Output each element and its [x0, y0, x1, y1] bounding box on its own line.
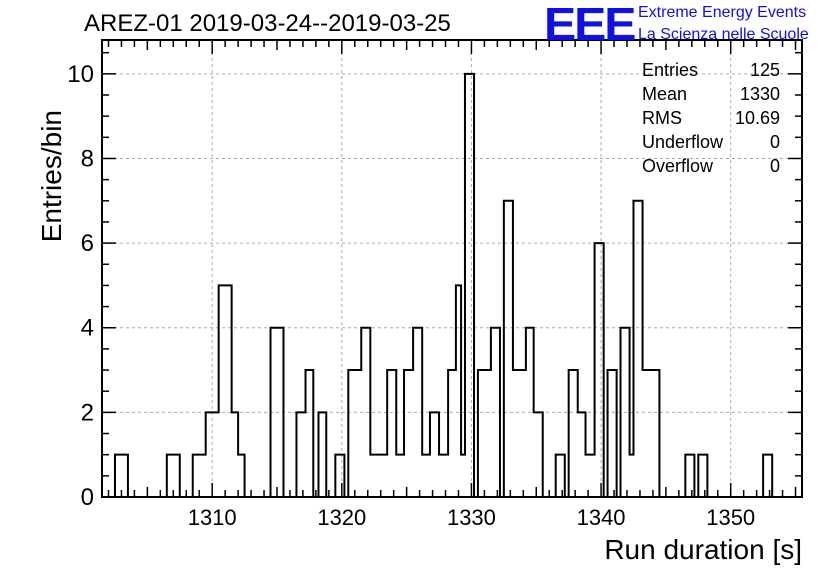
histogram-bin	[387, 370, 396, 497]
stat-value: 1330	[739, 84, 780, 104]
stat-value: 0	[769, 156, 780, 176]
histogram-bin	[271, 328, 284, 497]
histogram-bin	[763, 455, 772, 497]
plot-frame	[101, 39, 803, 498]
histogram-bin	[513, 370, 526, 497]
histogram-bin	[238, 455, 244, 497]
y-tick-label: 2	[81, 399, 94, 426]
stat-label: Underflow	[642, 132, 724, 152]
histogram-bin	[465, 74, 474, 497]
histogram-bin	[318, 412, 326, 497]
histogram-bin	[448, 370, 456, 497]
histogram-bin	[478, 370, 491, 497]
histogram-bin	[219, 285, 232, 497]
x-tick-label: 1310	[188, 505, 237, 530]
logo-line-2: La Scienza nelle Scuole	[638, 26, 809, 43]
histogram-bin	[456, 285, 461, 497]
histogram-bin	[534, 412, 543, 497]
histogram-bin	[595, 243, 604, 497]
stat-value: 0	[769, 132, 780, 152]
histogram-bin	[556, 455, 565, 497]
x-tick-label: 1340	[577, 505, 626, 530]
histogram-bin	[491, 328, 500, 497]
histogram-bin	[569, 370, 578, 497]
stats-box: Entries 125 Mean 1330 RMS 10.69 Underflo…	[642, 58, 780, 178]
stat-value: 10.69	[734, 108, 780, 128]
histogram-bin	[348, 370, 361, 497]
y-tick-label: 10	[67, 61, 94, 88]
histogram-bin	[461, 455, 465, 497]
histogram-bin	[685, 455, 694, 497]
histogram-bin	[608, 370, 617, 497]
stat-label: Overflow	[642, 156, 714, 176]
y-tick-label: 0	[81, 484, 94, 511]
logo-mark: EEE	[544, 0, 636, 50]
y-axis-label: Entries/bin	[36, 110, 68, 242]
stat-underflow: Underflow 0	[642, 130, 780, 154]
y-tick-label: 8	[81, 145, 94, 172]
histogram-bin	[633, 201, 642, 497]
histogram-bin	[413, 328, 422, 497]
histogram-bin	[422, 455, 430, 497]
histogram-bin	[430, 412, 439, 497]
stat-entries: Entries 125	[642, 58, 780, 82]
histogram-bin	[370, 455, 387, 497]
x-axis-label: Run duration [s]	[604, 534, 802, 565]
chart-title: AREZ-01 2019-03-24--2019-03-25	[84, 10, 451, 37]
histogram-bin	[578, 412, 586, 497]
histogram-bin	[698, 455, 707, 497]
stat-mean: Mean 1330	[642, 82, 780, 106]
stat-label: RMS	[642, 108, 682, 128]
histogram-bin	[586, 455, 595, 497]
stat-label: Mean	[642, 84, 688, 104]
y-tick-label: 6	[81, 230, 94, 257]
histogram-bin	[296, 412, 305, 497]
axes	[101, 39, 803, 498]
histogram-bin	[630, 455, 634, 497]
x-axis-ticks: 1310 1320 1330 1340 1350	[107, 40, 797, 530]
stat-value: 125	[749, 60, 780, 80]
stat-rms: RMS 10.69	[642, 106, 780, 130]
histogram-bin	[526, 328, 534, 497]
histogram-bin	[404, 370, 413, 497]
y-axis-label-text: Entries/bin	[36, 110, 67, 243]
histogram-bin	[396, 455, 404, 497]
histogram-bin	[335, 455, 344, 497]
y-tick-label: 4	[81, 315, 94, 342]
x-tick-label: 1330	[447, 505, 496, 530]
histogram-bin	[232, 412, 238, 497]
x-tick-label: 1320	[317, 505, 366, 530]
histogram-bin	[439, 455, 448, 497]
histogram-bin	[504, 201, 513, 497]
histogram-bin	[306, 370, 314, 497]
x-tick-label: 1350	[706, 505, 755, 530]
logo-line-1: Extreme Energy Events	[638, 4, 807, 21]
stat-overflow: Overflow 0	[642, 154, 780, 178]
stat-label: Entries	[642, 60, 699, 80]
histogram-bin	[643, 370, 660, 497]
histogram-bin	[361, 328, 370, 497]
histogram-bin	[621, 328, 630, 497]
